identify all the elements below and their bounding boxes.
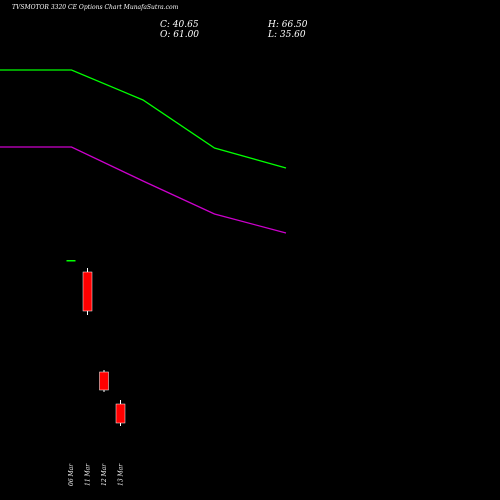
open-value: O: 61.00	[160, 30, 200, 40]
candle-body	[99, 371, 109, 391]
x-tick-label: 06 Mar	[68, 463, 75, 486]
x-tick-label: 11 Mar	[85, 463, 92, 486]
chart-title: TVSMOTOR 3320 CE Options Chart MunafaSut…	[12, 4, 179, 11]
x-tick-label: 12 Mar	[101, 463, 108, 486]
low-value: L: 35.60	[268, 30, 306, 40]
candle-body	[66, 260, 76, 262]
x-tick-label: 13 Mar	[118, 463, 125, 486]
candle-body	[115, 403, 126, 424]
high-value: H: 66.50	[268, 20, 308, 30]
upper-band-line	[0, 69, 287, 169]
lower-band-line	[0, 146, 287, 234]
candle-body	[82, 271, 93, 312]
close-value: C: 40.65	[160, 20, 199, 30]
